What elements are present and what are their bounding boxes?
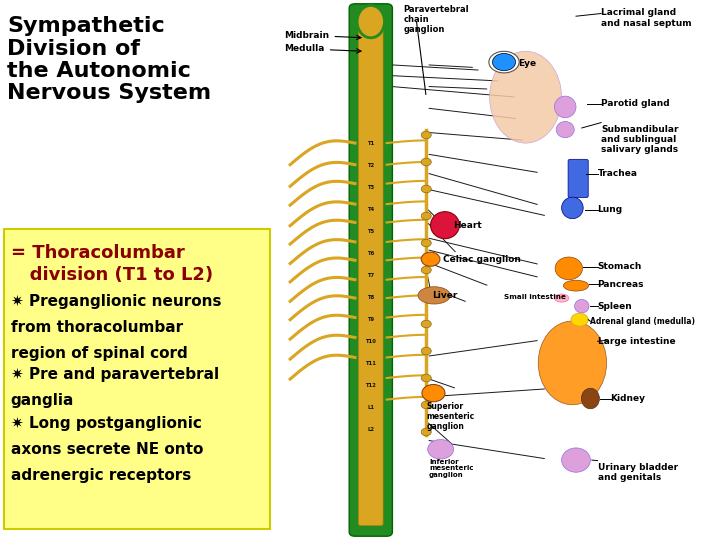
- Text: Heart: Heart: [454, 221, 482, 230]
- Text: Adrenal gland (medulla): Adrenal gland (medulla): [590, 317, 696, 326]
- Text: from thoracolumbar: from thoracolumbar: [11, 320, 183, 335]
- Text: Large intestine: Large intestine: [598, 337, 675, 346]
- Circle shape: [421, 131, 431, 139]
- Ellipse shape: [562, 197, 583, 219]
- Text: Celiac ganglion: Celiac ganglion: [443, 255, 521, 264]
- Text: T2: T2: [367, 163, 374, 167]
- Ellipse shape: [554, 96, 576, 118]
- Text: L1: L1: [367, 405, 374, 410]
- Ellipse shape: [489, 51, 519, 73]
- Text: Submandibular
and sublingual
salivary glands: Submandibular and sublingual salivary gl…: [601, 125, 679, 154]
- Text: T10: T10: [365, 339, 377, 344]
- Ellipse shape: [357, 5, 384, 38]
- Ellipse shape: [490, 51, 562, 143]
- Text: T1: T1: [367, 140, 374, 146]
- Text: Eye: Eye: [518, 59, 536, 68]
- Text: Liver: Liver: [432, 291, 457, 300]
- Text: T6: T6: [367, 251, 374, 255]
- Text: Small intestine: Small intestine: [504, 294, 566, 300]
- Text: Spleen: Spleen: [598, 302, 632, 310]
- Text: L2: L2: [367, 427, 374, 432]
- Text: T12: T12: [365, 383, 377, 388]
- Text: T7: T7: [367, 273, 374, 278]
- Text: Lung: Lung: [598, 205, 623, 214]
- Text: Inferior
mesenteric
ganglion: Inferior mesenteric ganglion: [429, 459, 474, 478]
- Text: ganglia: ganglia: [11, 393, 74, 408]
- Text: Parotid gland: Parotid gland: [601, 99, 670, 108]
- Circle shape: [421, 428, 431, 436]
- Circle shape: [421, 347, 431, 355]
- Circle shape: [421, 212, 431, 220]
- Ellipse shape: [557, 122, 575, 138]
- Ellipse shape: [555, 257, 582, 280]
- Text: ✷ Long postganglionic: ✷ Long postganglionic: [11, 416, 202, 431]
- Text: Paravertebral
chain
ganglion: Paravertebral chain ganglion: [403, 5, 469, 35]
- Text: Midbrain: Midbrain: [284, 31, 361, 40]
- Text: T9: T9: [367, 317, 374, 322]
- Text: region of spinal cord: region of spinal cord: [11, 346, 187, 361]
- Text: adrenergic receptors: adrenergic receptors: [11, 468, 191, 483]
- Circle shape: [421, 374, 431, 382]
- Text: ✷ Pre and paravertebral: ✷ Pre and paravertebral: [11, 367, 219, 382]
- FancyBboxPatch shape: [359, 15, 383, 525]
- Circle shape: [421, 185, 431, 193]
- Circle shape: [421, 239, 431, 247]
- Text: division (T1 to L2): division (T1 to L2): [11, 266, 213, 284]
- Text: Pancreas: Pancreas: [598, 280, 644, 288]
- Ellipse shape: [562, 448, 590, 472]
- Ellipse shape: [575, 299, 589, 313]
- Text: T3: T3: [367, 185, 374, 190]
- Ellipse shape: [554, 294, 569, 302]
- Ellipse shape: [431, 212, 459, 239]
- Ellipse shape: [418, 287, 451, 304]
- Circle shape: [422, 384, 445, 402]
- FancyBboxPatch shape: [4, 230, 270, 529]
- Text: T11: T11: [365, 361, 377, 366]
- Circle shape: [428, 440, 454, 459]
- Ellipse shape: [538, 321, 606, 405]
- Text: T5: T5: [367, 228, 374, 234]
- Circle shape: [571, 313, 588, 326]
- Ellipse shape: [563, 280, 589, 291]
- Circle shape: [421, 158, 431, 166]
- Text: T4: T4: [367, 207, 374, 212]
- Text: T8: T8: [367, 295, 374, 300]
- Text: Stomach: Stomach: [598, 262, 642, 271]
- Circle shape: [421, 320, 431, 328]
- Circle shape: [492, 53, 516, 71]
- Circle shape: [421, 252, 440, 266]
- Ellipse shape: [582, 388, 599, 409]
- Text: Trachea: Trachea: [598, 170, 638, 178]
- FancyBboxPatch shape: [568, 159, 588, 198]
- Text: axons secrete NE onto: axons secrete NE onto: [11, 442, 203, 457]
- Text: = Thoracolumbar: = Thoracolumbar: [11, 244, 184, 262]
- Text: Medulla: Medulla: [284, 44, 361, 53]
- Circle shape: [421, 293, 431, 301]
- Text: Urinary bladder
and genitals: Urinary bladder and genitals: [598, 463, 678, 482]
- Text: Sympathetic
Division of
the Autonomic
Nervous System: Sympathetic Division of the Autonomic Ne…: [7, 16, 212, 103]
- Circle shape: [421, 266, 431, 274]
- Text: Kidney: Kidney: [611, 394, 646, 403]
- Circle shape: [421, 401, 431, 409]
- Text: Lacrimal gland
and nasal septum: Lacrimal gland and nasal septum: [601, 8, 692, 28]
- Text: Superior
mesenteric
ganglion: Superior mesenteric ganglion: [426, 402, 474, 431]
- FancyBboxPatch shape: [349, 4, 392, 536]
- Text: ✷ Preganglionic neurons: ✷ Preganglionic neurons: [11, 294, 221, 309]
